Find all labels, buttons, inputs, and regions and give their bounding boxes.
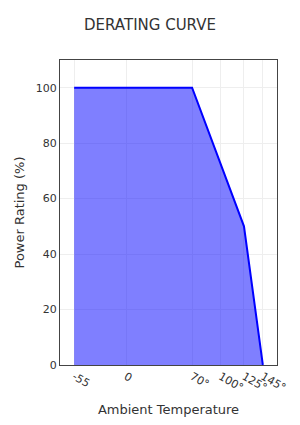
svg-text:70°: 70° [188, 370, 211, 391]
svg-text:100: 100 [36, 82, 57, 95]
svg-text:DERATING CURVE: DERATING CURVE [84, 16, 216, 34]
svg-text:40: 40 [43, 248, 57, 261]
svg-text:0: 0 [122, 370, 135, 385]
svg-text:60: 60 [43, 192, 57, 205]
svg-text:145°: 145° [259, 370, 288, 395]
svg-text:20: 20 [43, 303, 57, 316]
svg-text:Ambient Temperature: Ambient Temperature [98, 402, 239, 417]
svg-text:125°: 125° [240, 370, 269, 395]
svg-text:80: 80 [43, 137, 57, 150]
svg-text:Power Rating (%): Power Rating (%) [12, 157, 27, 269]
svg-text:100°: 100° [216, 370, 245, 395]
svg-text:0: 0 [50, 359, 57, 372]
svg-text:-55: -55 [70, 370, 92, 390]
